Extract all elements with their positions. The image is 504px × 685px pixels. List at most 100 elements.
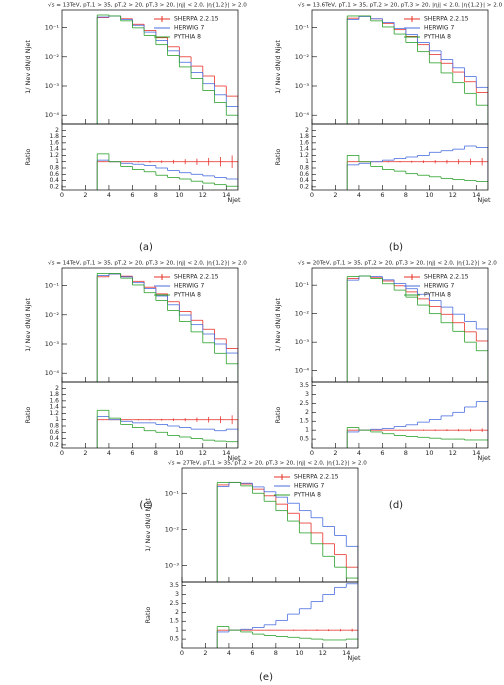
- y-tick-label: 10⁻³: [45, 340, 60, 348]
- x-tick-label: 0: [60, 449, 64, 457]
- ratio-label: Ratio: [274, 407, 282, 424]
- y-tick-label: 10⁻¹: [45, 24, 60, 32]
- legend-label: SHERPA 2.2.15: [174, 16, 219, 23]
- ratio-y-tick-label: 1.4: [49, 146, 59, 153]
- ratio-y-tick-label: 0.2: [49, 183, 59, 190]
- legend-label: HERWIG 7: [174, 283, 204, 290]
- ratio-y-tick-label: 1.2: [299, 152, 309, 159]
- x-tick-label: 8: [404, 191, 408, 199]
- x-tick-label: 10: [295, 649, 303, 657]
- ratio-y-tick-label: 1: [305, 427, 309, 434]
- y-tick-label: 10⁻⁴: [295, 367, 310, 375]
- series: [346, 401, 488, 448]
- x-tick-label: 0: [180, 649, 184, 657]
- y-tick-label: 10⁻⁴: [45, 111, 60, 119]
- series: [216, 583, 358, 648]
- x-tick-label: 8: [274, 649, 278, 657]
- panel: √s = 14TeV, pT,1 > 35, pT,2 > 20, pT,3 >…: [24, 260, 247, 512]
- panel-title: √s = 14TeV, pT,1 > 35, pT,2 > 20, pT,3 >…: [48, 260, 247, 267]
- x-tick-label: 14: [342, 649, 350, 657]
- panel: √s = 13.6TeV, pT,1 > 35, pT,2 > 20, pT,3…: [274, 2, 503, 254]
- ratio-y-tick-label: 1.2: [49, 410, 59, 417]
- ratio-y-tick-label: 1.6: [299, 139, 309, 146]
- ratio-y-tick-label: 3.5: [299, 382, 309, 389]
- ratio-frame: [181, 581, 359, 649]
- x-tick-label: 12: [319, 649, 327, 657]
- series: [96, 14, 238, 124]
- panel-label: (d): [389, 500, 403, 511]
- x-tick-label: 2: [333, 191, 337, 199]
- y-tick-label: 10⁻⁴: [45, 369, 60, 377]
- legend-label: PYTHIA 8: [294, 492, 321, 499]
- ratio-y-tick-label: 3: [175, 591, 179, 598]
- x-tick-label: 4: [357, 191, 361, 199]
- ratio-y-tick-label: 0.4: [49, 435, 59, 442]
- legend-label: HERWIG 7: [424, 283, 454, 290]
- x-axis-label: Njet: [227, 196, 241, 204]
- x-tick-label: 14: [472, 449, 480, 457]
- x-tick-label: 4: [357, 449, 361, 457]
- ratio-y-tick-label: 1.6: [49, 397, 59, 404]
- ratio-label: Ratio: [274, 149, 282, 166]
- y-axis-label: 1/ Nev dN/d Njet: [274, 298, 282, 352]
- legend-label: PYTHIA 8: [424, 292, 451, 299]
- x-tick-label: 4: [107, 449, 111, 457]
- ratio-y-tick-label: 0.4: [299, 177, 309, 184]
- ratio-y-tick-label: 0.4: [49, 177, 59, 184]
- x-axis-label: Njet: [477, 196, 491, 204]
- panel: √s = 20TeV, pT,1 > 35, pT,2 > 20, pT,3 >…: [274, 260, 497, 512]
- panel-title: √s = 27TeV, pT,1 > 35, pT,2 > 20, pT,3 >…: [168, 460, 367, 467]
- x-tick-label: 12: [199, 191, 207, 199]
- panel-label: (c): [139, 500, 152, 511]
- ratio-y-tick-label: 1: [175, 627, 179, 634]
- x-tick-label: 12: [199, 449, 207, 457]
- ratio-y-tick-label: 0.2: [299, 183, 309, 190]
- ratio-y-tick-label: 1.4: [49, 404, 59, 411]
- x-tick-label: 2: [83, 191, 87, 199]
- x-tick-label: 6: [250, 649, 254, 657]
- x-tick-label: 14: [222, 449, 230, 457]
- legend-label: HERWIG 7: [294, 483, 324, 490]
- ratio-y-tick-label: 1.6: [49, 139, 59, 146]
- y-tick-label: 10⁻²: [295, 310, 310, 318]
- panel: √s = 13TeV, pT,1 > 35, pT,2 > 20, pT,3 >…: [24, 2, 247, 254]
- series: [346, 145, 488, 190]
- legend-label: SHERPA 2.2.15: [424, 16, 469, 23]
- ratio-y-tick-label: 1.5: [299, 418, 309, 425]
- ratio-label: Ratio: [24, 149, 32, 166]
- ratio-y-tick-label: 1: [55, 416, 59, 423]
- y-tick-label: 10⁻¹: [295, 281, 310, 289]
- y-tick-label: 10⁻¹: [165, 489, 180, 497]
- x-tick-label: 8: [154, 449, 158, 457]
- y-tick-label: 10⁻²: [295, 53, 310, 61]
- panel-title: √s = 20TeV, pT,1 > 35, pT,2 > 20, pT,3 >…: [298, 260, 497, 267]
- y-tick-label: 10⁻¹: [295, 24, 310, 32]
- series: [346, 15, 488, 124]
- main-frame: [61, 267, 239, 383]
- y-tick-label: 10⁻³: [165, 562, 180, 570]
- x-tick-label: 6: [380, 449, 384, 457]
- x-tick-label: 8: [404, 449, 408, 457]
- panel-title: √s = 13.6TeV, pT,1 > 35, pT,2 > 20, pT,3…: [298, 2, 503, 9]
- x-axis-label: Njet: [227, 454, 241, 462]
- x-tick-label: 6: [130, 191, 134, 199]
- ratio-y-tick-label: 1.5: [169, 618, 179, 625]
- ratio-label: Ratio: [24, 407, 32, 424]
- x-tick-label: 0: [310, 191, 314, 199]
- x-tick-label: 10: [425, 449, 433, 457]
- main-frame: [311, 267, 489, 383]
- ratio-y-tick-label: 3.5: [169, 582, 179, 589]
- ratio-y-tick-label: 0.2: [49, 441, 59, 448]
- panel-label: (a): [139, 242, 153, 253]
- ratio-y-tick-label: 3: [305, 391, 309, 398]
- legend-label: HERWIG 7: [174, 25, 204, 32]
- x-tick-label: 4: [227, 649, 231, 657]
- ratio-y-tick-label: 1.8: [299, 133, 309, 140]
- y-axis-label: 1/ Nev dN/d Njet: [24, 40, 32, 94]
- x-tick-label: 2: [333, 449, 337, 457]
- y-tick-label: 10⁻²: [45, 53, 60, 61]
- x-tick-label: 6: [380, 191, 384, 199]
- ratio-y-tick-label: 0.6: [299, 171, 309, 178]
- x-tick-label: 6: [130, 449, 134, 457]
